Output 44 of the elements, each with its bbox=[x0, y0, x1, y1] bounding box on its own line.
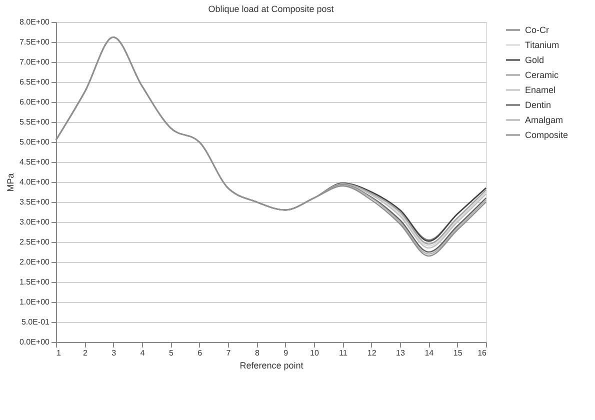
y-tick-label: 2.0E+00 bbox=[19, 258, 50, 266]
y-tick-label: 1.5E+00 bbox=[19, 278, 50, 286]
x-tick-label: 9 bbox=[284, 348, 289, 358]
legend-label: Titanium bbox=[525, 40, 560, 50]
x-tick-label: 16 bbox=[478, 348, 488, 358]
y-tick-label: 4.0E+00 bbox=[19, 178, 50, 186]
x-tick-label: 3 bbox=[112, 348, 117, 358]
legend-label: Amalgam bbox=[525, 115, 564, 125]
y-tick-label: 8.0E+00 bbox=[19, 18, 50, 26]
x-axis-title: Reference point bbox=[240, 360, 304, 370]
x-tick-label: 2 bbox=[82, 348, 88, 358]
x-tick-label: 1 bbox=[56, 348, 62, 358]
chart-title: Oblique load at Composite post bbox=[208, 4, 334, 14]
legend-label: Co-Cr bbox=[525, 25, 549, 35]
x-tick-label: 14 bbox=[424, 348, 434, 358]
y-tick-label: 4.5E+00 bbox=[19, 158, 50, 166]
y-axis-title: MPa bbox=[5, 173, 16, 192]
y-tick-label: 7.5E+00 bbox=[19, 38, 50, 46]
y-tick-label: 5.5E+00 bbox=[19, 118, 50, 126]
y-tick-label: 2.5E+00 bbox=[19, 238, 50, 246]
x-tick-label: 4 bbox=[140, 348, 146, 358]
y-tick-label: 5.0E-01 bbox=[21, 318, 50, 326]
y-tick-label: 1.0E+00 bbox=[19, 298, 50, 306]
y-tick-label: 3.0E+00 bbox=[19, 218, 50, 226]
x-tick-label: 5 bbox=[168, 348, 174, 358]
x-tick-label: 13 bbox=[396, 348, 406, 358]
y-tick-label: 6.5E+00 bbox=[19, 78, 50, 86]
y-tick-label: 3.5E+00 bbox=[19, 198, 50, 206]
y-tick-label: 6.0E+00 bbox=[19, 98, 50, 106]
legend-label: Ceramic bbox=[525, 70, 560, 80]
x-tick-label: 10 bbox=[310, 348, 320, 358]
x-tick-label: 12 bbox=[367, 348, 377, 358]
y-tick-label: 5.0E+00 bbox=[19, 138, 50, 146]
legend-label: Enamel bbox=[525, 85, 556, 95]
x-tick-label: 11 bbox=[339, 348, 348, 358]
legend-label: Composite bbox=[525, 130, 568, 140]
x-tick-label: 6 bbox=[198, 348, 203, 358]
x-tick-label: 8 bbox=[254, 348, 260, 358]
x-tick-label: 7 bbox=[226, 348, 232, 358]
x-tick-label: 15 bbox=[453, 348, 463, 358]
legend-label: Dentin bbox=[525, 100, 552, 110]
y-tick-label: 0.0E+00 bbox=[19, 338, 50, 346]
legend-label: Gold bbox=[525, 55, 544, 65]
y-tick-label: 7.0E+00 bbox=[19, 58, 50, 66]
